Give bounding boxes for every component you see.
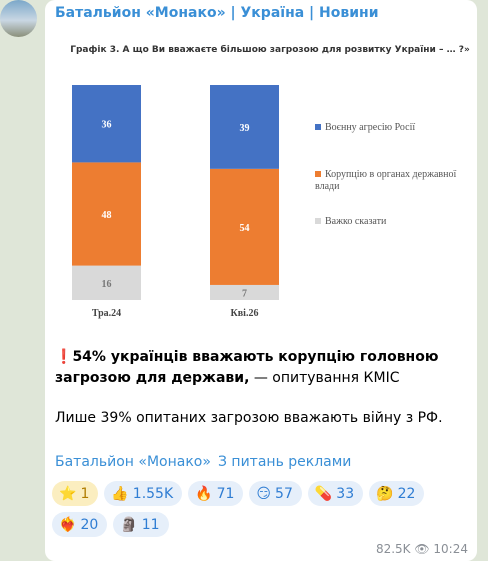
reaction-count: 1.55K <box>132 485 174 502</box>
link[interactable]: З питань реклами <box>218 454 352 470</box>
chart: Графік 3. А що Ви вважаєте більшою загро… <box>55 35 470 335</box>
avatar[interactable] <box>0 0 37 37</box>
views: 82.5K <box>375 542 411 556</box>
reactions: ⭐ 1 👍 1.55K 🔥 71 😏 57 💊 33 🤔 22 ❤️‍🔥 20 🗿 11 <box>52 481 472 537</box>
footer: 82.5K 👁 10:24 <box>375 542 468 556</box>
post-text: ❗54% українців вважають корупцію головно… <box>55 347 470 389</box>
reaction-emoji: ⭐ <box>59 485 77 502</box>
legend-item: Важко сказати <box>315 216 460 228</box>
legend-item: Корупцію в органах державної влади <box>315 169 460 193</box>
legend-swatch <box>315 124 321 130</box>
text: — опитування КМІС <box>249 370 400 386</box>
reaction-count: 57 <box>275 485 293 502</box>
reaction[interactable]: 🗿 11 <box>113 512 169 537</box>
x-tick-label: Тра.24 <box>92 308 121 319</box>
legend-swatch <box>315 218 321 224</box>
reaction-emoji: 🤔 <box>376 485 394 502</box>
reaction-emoji: ❤️‍🔥 <box>59 516 77 533</box>
chart-title: Графік 3. А що Ви вважаєте більшою загро… <box>70 44 470 55</box>
reaction-count: 20 <box>80 516 99 533</box>
reaction[interactable]: 👍 1.55K <box>104 481 183 506</box>
bar-segment <box>72 162 141 266</box>
reaction-emoji: 😏 <box>256 485 272 502</box>
data-label: 39 <box>240 123 250 134</box>
data-label: 36 <box>102 120 112 131</box>
reaction[interactable]: 🤔 22 <box>369 481 425 506</box>
legend-swatch <box>315 171 321 177</box>
legend-label: Воєнну агресію Росії <box>325 122 416 133</box>
reaction-count: 33 <box>336 485 355 502</box>
reaction-count: 22 <box>397 485 416 502</box>
paragraph: Лише 39% опитаних загрозою вважають війн… <box>55 410 443 426</box>
legend-label: Корупцію в органах державної влади <box>315 169 457 192</box>
reaction-emoji: 🗿 <box>120 516 138 533</box>
reaction-count: 11 <box>141 516 160 533</box>
channel-name[interactable]: Батальйон «Монако» | Україна | Новини <box>55 5 379 21</box>
time: 10:24 <box>433 542 468 556</box>
link[interactable]: Батальйон «Монако» <box>55 454 211 470</box>
x-tick-label: Кві.26 <box>231 308 259 319</box>
reaction-emoji: 💊 <box>314 485 333 502</box>
bar-segment <box>210 284 279 300</box>
legend-item: Воєнну агресію Росії <box>315 122 460 134</box>
reaction[interactable]: ⭐ 1 <box>52 481 99 506</box>
data-label: 7 <box>242 288 247 299</box>
legend-label: Важко сказати <box>325 216 387 227</box>
reaction-emoji: 🔥 <box>195 485 213 502</box>
data-label: 16 <box>102 279 112 290</box>
reaction[interactable]: ❤️‍🔥 20 <box>52 512 108 537</box>
bar-segment <box>210 85 279 169</box>
bar-segment <box>210 168 279 285</box>
bold-text: 54% українців вважають корупцію головною… <box>55 349 439 386</box>
emoji: ❗ <box>55 349 73 365</box>
data-label: 54 <box>240 223 250 234</box>
reaction[interactable]: 😏 57 <box>249 481 302 506</box>
reaction[interactable]: 🔥 71 <box>188 481 244 506</box>
reaction-emoji: 👍 <box>111 485 129 502</box>
data-label: 48 <box>102 210 112 221</box>
bar-segment <box>72 265 141 300</box>
bar-segment <box>72 85 141 163</box>
reaction-count: 71 <box>216 485 235 502</box>
reaction[interactable]: 💊 33 <box>307 481 364 506</box>
reaction-count: 1 <box>80 485 90 502</box>
